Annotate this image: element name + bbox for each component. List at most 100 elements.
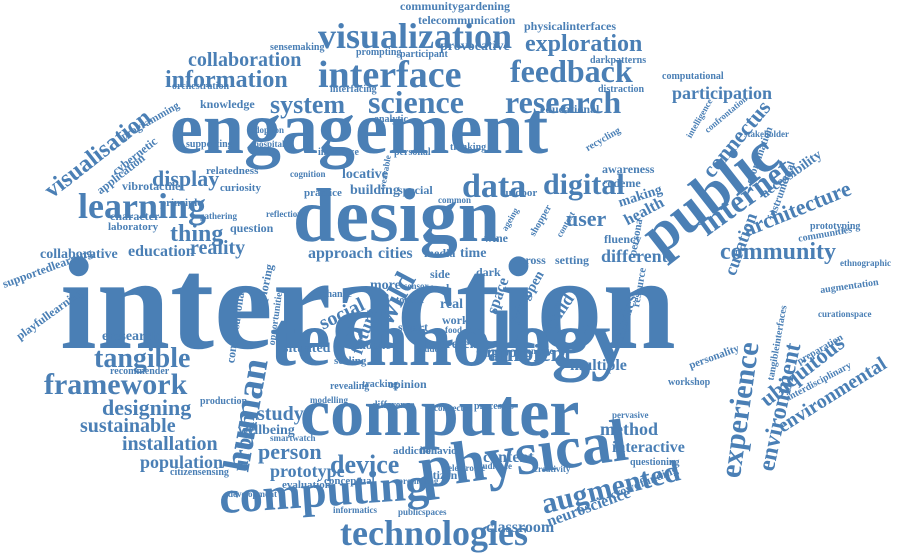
cloud-word: evaluation xyxy=(282,479,331,491)
cloud-word: promoting xyxy=(398,476,439,486)
cloud-word: vibrotactile xyxy=(122,179,181,193)
cloud-word: community xyxy=(720,239,836,265)
cloud-word: personal xyxy=(394,147,431,158)
cloud-word: setting xyxy=(555,253,589,267)
cloud-word: technologies xyxy=(340,513,528,553)
cloud-word: character xyxy=(110,209,160,223)
cloud-word: wellbeing xyxy=(238,423,295,438)
cloud-word: questioning xyxy=(630,457,680,468)
cloud-word: outdoor xyxy=(500,187,538,199)
cloud-word: person xyxy=(258,439,322,464)
cloud-word: ethnographic xyxy=(840,258,892,268)
cloud-word: classroom xyxy=(486,519,555,536)
cloud-word: digital xyxy=(543,168,625,201)
cloud-word: media xyxy=(424,246,456,260)
cloud-word: behavior xyxy=(420,445,462,457)
cloud-word: knowledge xyxy=(200,97,255,111)
cloud-word: engage xyxy=(527,346,554,356)
cloud-word: reflection xyxy=(266,209,303,219)
cloud-word: hospital xyxy=(254,139,285,149)
cloud-word: work xyxy=(442,313,469,327)
cloud-word: analytic xyxy=(374,114,408,125)
cloud-word: participant xyxy=(400,49,448,60)
cloud-word: laboratory xyxy=(108,221,159,233)
cloud-word: tool xyxy=(430,281,450,295)
cloud-word: collaboration xyxy=(188,49,302,71)
cloud-word: user xyxy=(566,206,607,231)
cloud-word: ageing xyxy=(499,205,521,233)
cloud-word: citizen xyxy=(424,468,458,482)
cloud-word: modelling xyxy=(310,395,349,405)
cloud-word: scaling xyxy=(334,355,367,367)
cloud-word: sensemaking xyxy=(270,42,325,53)
cloud-word: content xyxy=(483,449,534,466)
cloud-word: educational xyxy=(540,102,600,116)
cloud-word: opinion xyxy=(388,377,427,391)
cloud-word: connected xyxy=(434,403,473,413)
cloud-word: audience xyxy=(478,461,513,471)
cloud-word: population xyxy=(140,452,224,472)
cloud-word: support xyxy=(476,344,530,361)
cloud-word: reality xyxy=(190,237,246,259)
cloud-word: design xyxy=(293,174,500,258)
cloud-word: smartwatch xyxy=(270,433,316,443)
cloud-word: computational xyxy=(662,71,724,82)
cloud-word: processes xyxy=(474,401,514,412)
cloud-word: real xyxy=(440,297,464,312)
cloud-word: installation xyxy=(122,433,218,455)
cloud-word: sensor xyxy=(404,281,429,291)
cloud-word: common xyxy=(438,195,471,205)
cloud-word: display xyxy=(152,166,220,191)
cloud-word: citizensensing xyxy=(170,467,229,478)
cloud-word: special xyxy=(398,183,433,197)
cloud-word: multiple xyxy=(570,357,627,374)
cloud-word: building xyxy=(350,183,400,198)
cloud-word: curationspace xyxy=(818,309,872,319)
cloud-word: principle xyxy=(160,197,203,209)
cloud-word: different xyxy=(601,246,668,266)
cloud-word: creativity xyxy=(534,464,571,474)
cloud-word: tangible xyxy=(94,343,191,374)
cloud-word: communitygardening xyxy=(400,0,511,13)
cloud-word: supporting xyxy=(186,139,233,150)
cloud-word: ambient xyxy=(488,341,572,367)
cloud-word: physicalinterfaces xyxy=(524,19,616,33)
cloud-word: tracking xyxy=(362,379,399,390)
cloud-word: thing xyxy=(170,221,224,247)
cloud-word: gathering xyxy=(200,211,237,221)
cloud-word: conceptual xyxy=(324,475,375,487)
cloud-word: cognition xyxy=(290,169,326,179)
cloud-word: provocative xyxy=(440,39,510,54)
cloud-word: fluency xyxy=(604,232,642,246)
cloud-word: collaborative xyxy=(40,247,118,262)
cloud-word: change xyxy=(322,289,352,300)
cloud-word: designing xyxy=(102,395,192,420)
cloud-word: awareness xyxy=(602,162,655,176)
cloud-word: eresearch xyxy=(102,329,160,344)
cloud-word: wine xyxy=(484,231,508,245)
cloud-word: electronic xyxy=(448,463,486,473)
cloud-word: cities xyxy=(378,245,413,262)
cloud-word: approach xyxy=(308,245,373,262)
cloud-word: prototype xyxy=(270,461,345,481)
cloud-word: introduce xyxy=(318,147,359,158)
cloud-word: interaction xyxy=(60,230,676,377)
cloud-word: sustainable xyxy=(80,415,176,437)
cloud-word: locative xyxy=(342,167,388,182)
cloud-word: publicspaces xyxy=(398,507,447,517)
cloud-word: interactive xyxy=(612,439,685,456)
cloud-word: participation xyxy=(672,83,773,103)
cloud-word: informatics xyxy=(333,505,377,515)
cloud-word: computer xyxy=(300,374,580,450)
cloud-word: study xyxy=(257,403,304,425)
cloud-word: thinking xyxy=(450,142,487,153)
cloud-word: relatedness xyxy=(206,165,259,177)
cloud-word: darkpatterns xyxy=(590,55,647,66)
cloud-word: framework xyxy=(44,368,188,401)
cloud-word: curiosity xyxy=(220,182,261,194)
cloud-word: dark xyxy=(476,265,501,279)
cloud-word: prototyping xyxy=(810,221,861,232)
cloud-word: toolkit xyxy=(396,295,424,306)
cloud-word: data xyxy=(462,168,527,205)
